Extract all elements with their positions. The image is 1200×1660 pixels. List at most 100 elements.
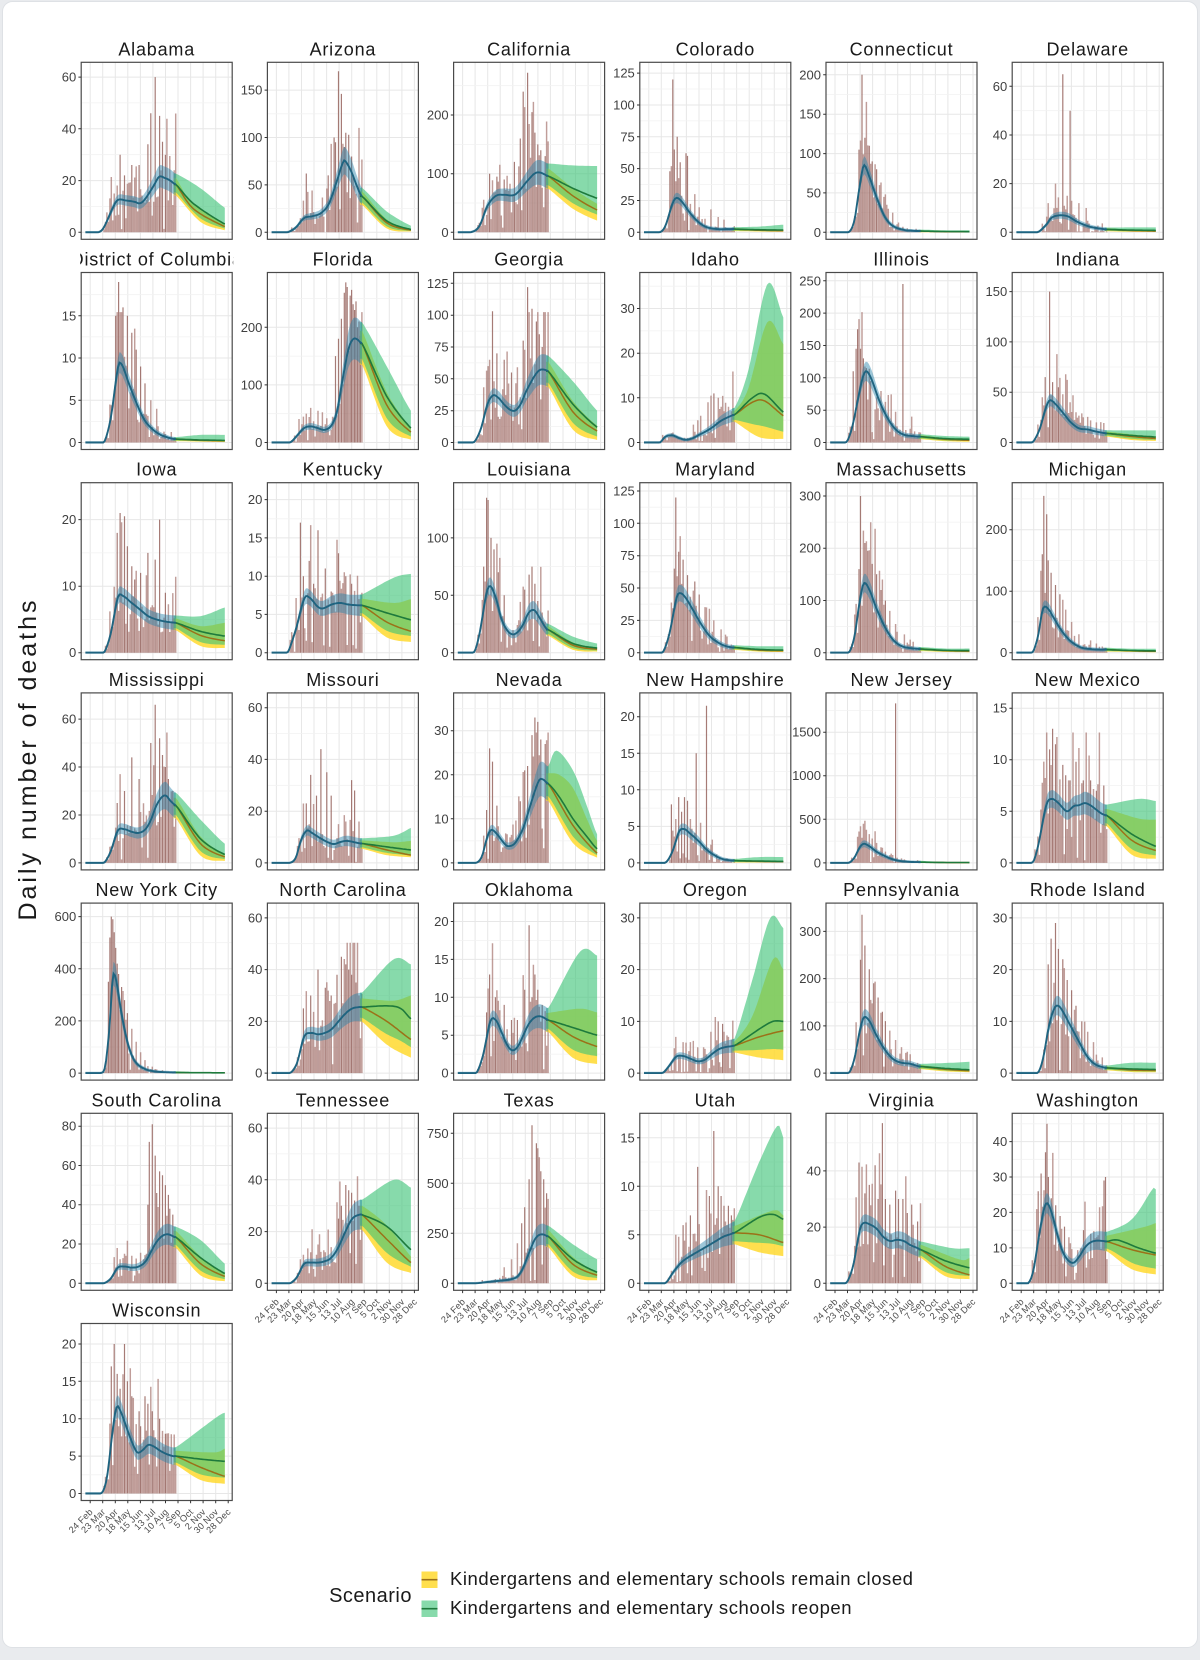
svg-text:200: 200 (427, 108, 449, 123)
svg-text:0: 0 (255, 225, 262, 240)
svg-text:200: 200 (985, 522, 1007, 537)
svg-text:750: 750 (427, 1126, 449, 1141)
svg-text:100: 100 (427, 308, 449, 323)
svg-text:60: 60 (62, 1158, 76, 1173)
svg-text:60: 60 (248, 1121, 262, 1136)
svg-text:0: 0 (814, 855, 821, 870)
svg-text:40: 40 (62, 121, 76, 136)
svg-text:40: 40 (62, 1197, 76, 1212)
svg-text:District of Columbia: District of Columbia (71, 250, 243, 270)
svg-text:15: 15 (434, 952, 448, 967)
svg-text:40: 40 (248, 962, 262, 977)
svg-text:40: 40 (248, 1172, 262, 1187)
svg-text:Pennsylvania: Pennsylvania (843, 880, 960, 900)
svg-text:15: 15 (620, 1130, 634, 1145)
svg-text:0: 0 (255, 855, 262, 870)
svg-text:150: 150 (799, 338, 821, 353)
svg-text:200: 200 (799, 541, 821, 556)
svg-text:New Mexico: New Mexico (1035, 670, 1141, 690)
svg-text:30: 30 (620, 301, 634, 316)
svg-text:250: 250 (427, 1226, 449, 1241)
svg-text:5: 5 (628, 819, 635, 834)
svg-text:100: 100 (613, 98, 635, 113)
svg-text:75: 75 (434, 340, 448, 355)
svg-text:25: 25 (620, 193, 634, 208)
svg-text:Kindergartens and elementary s: Kindergartens and elementary schools rem… (450, 1568, 914, 1589)
svg-text:Wisconsin: Wisconsin (112, 1301, 201, 1321)
svg-text:20: 20 (248, 1224, 262, 1239)
svg-text:125: 125 (613, 484, 635, 499)
svg-text:100: 100 (799, 593, 821, 608)
svg-text:0: 0 (814, 1276, 821, 1291)
svg-text:40: 40 (62, 760, 76, 775)
svg-text:75: 75 (620, 548, 634, 563)
svg-text:20: 20 (620, 709, 634, 724)
svg-text:20: 20 (248, 804, 262, 819)
svg-text:0: 0 (255, 645, 262, 660)
svg-text:0: 0 (1000, 1276, 1007, 1291)
svg-text:30: 30 (993, 1170, 1007, 1185)
svg-text:50: 50 (620, 581, 634, 596)
svg-text:20: 20 (434, 767, 448, 782)
svg-text:Daily number of deaths: Daily number of deaths (14, 597, 42, 920)
svg-text:10: 10 (620, 390, 634, 405)
svg-text:300: 300 (799, 489, 821, 504)
svg-text:300: 300 (799, 924, 821, 939)
svg-text:Scenario: Scenario (329, 1585, 412, 1607)
svg-text:30: 30 (620, 910, 634, 925)
svg-text:25: 25 (620, 613, 634, 628)
svg-text:Illinois: Illinois (873, 250, 929, 270)
svg-text:0: 0 (1000, 435, 1007, 450)
svg-text:15: 15 (62, 308, 76, 323)
svg-text:30: 30 (434, 723, 448, 738)
svg-text:200: 200 (799, 306, 821, 321)
svg-text:Oklahoma: Oklahoma (485, 880, 574, 900)
svg-text:5: 5 (628, 1227, 635, 1242)
svg-text:California: California (487, 39, 571, 59)
svg-text:10: 10 (62, 579, 76, 594)
svg-text:15: 15 (62, 1374, 76, 1389)
svg-text:0: 0 (814, 645, 821, 660)
svg-text:Maryland: Maryland (675, 460, 755, 480)
svg-text:0: 0 (814, 1066, 821, 1081)
svg-text:Oregon: Oregon (683, 880, 748, 900)
svg-text:Texas: Texas (504, 1090, 555, 1110)
svg-text:60: 60 (62, 712, 76, 727)
svg-text:50: 50 (993, 385, 1007, 400)
svg-text:North Carolina: North Carolina (279, 880, 406, 900)
svg-text:80: 80 (62, 1119, 76, 1134)
svg-text:Colorado: Colorado (676, 39, 755, 59)
svg-text:250: 250 (799, 273, 821, 288)
svg-text:5: 5 (441, 1028, 448, 1043)
svg-text:150: 150 (985, 284, 1007, 299)
svg-text:10: 10 (434, 811, 448, 826)
svg-text:Tennessee: Tennessee (296, 1090, 390, 1110)
svg-text:New York City: New York City (95, 880, 217, 900)
svg-text:50: 50 (620, 161, 634, 176)
svg-text:20: 20 (248, 492, 262, 507)
svg-text:20: 20 (62, 173, 76, 188)
svg-text:0: 0 (441, 855, 448, 870)
svg-text:0: 0 (814, 225, 821, 240)
svg-text:Connecticut: Connecticut (850, 39, 954, 59)
svg-text:0: 0 (441, 1066, 448, 1081)
svg-text:60: 60 (248, 910, 262, 925)
svg-text:500: 500 (427, 1176, 449, 1191)
svg-text:0: 0 (255, 1276, 262, 1291)
svg-text:1000: 1000 (792, 768, 821, 783)
svg-text:0: 0 (1000, 855, 1007, 870)
svg-text:0: 0 (441, 225, 448, 240)
svg-text:10: 10 (993, 1014, 1007, 1029)
svg-text:5: 5 (255, 607, 262, 622)
svg-text:10: 10 (993, 1240, 1007, 1255)
svg-text:0: 0 (628, 435, 635, 450)
svg-text:Alabama: Alabama (118, 39, 195, 59)
svg-text:Nevada: Nevada (496, 670, 563, 690)
svg-text:15: 15 (248, 530, 262, 545)
svg-text:100: 100 (613, 516, 635, 531)
svg-text:20: 20 (434, 914, 448, 929)
svg-text:15: 15 (620, 746, 634, 761)
svg-text:75: 75 (620, 129, 634, 144)
svg-text:10: 10 (993, 752, 1007, 767)
svg-text:Washington: Washington (1037, 1090, 1139, 1110)
